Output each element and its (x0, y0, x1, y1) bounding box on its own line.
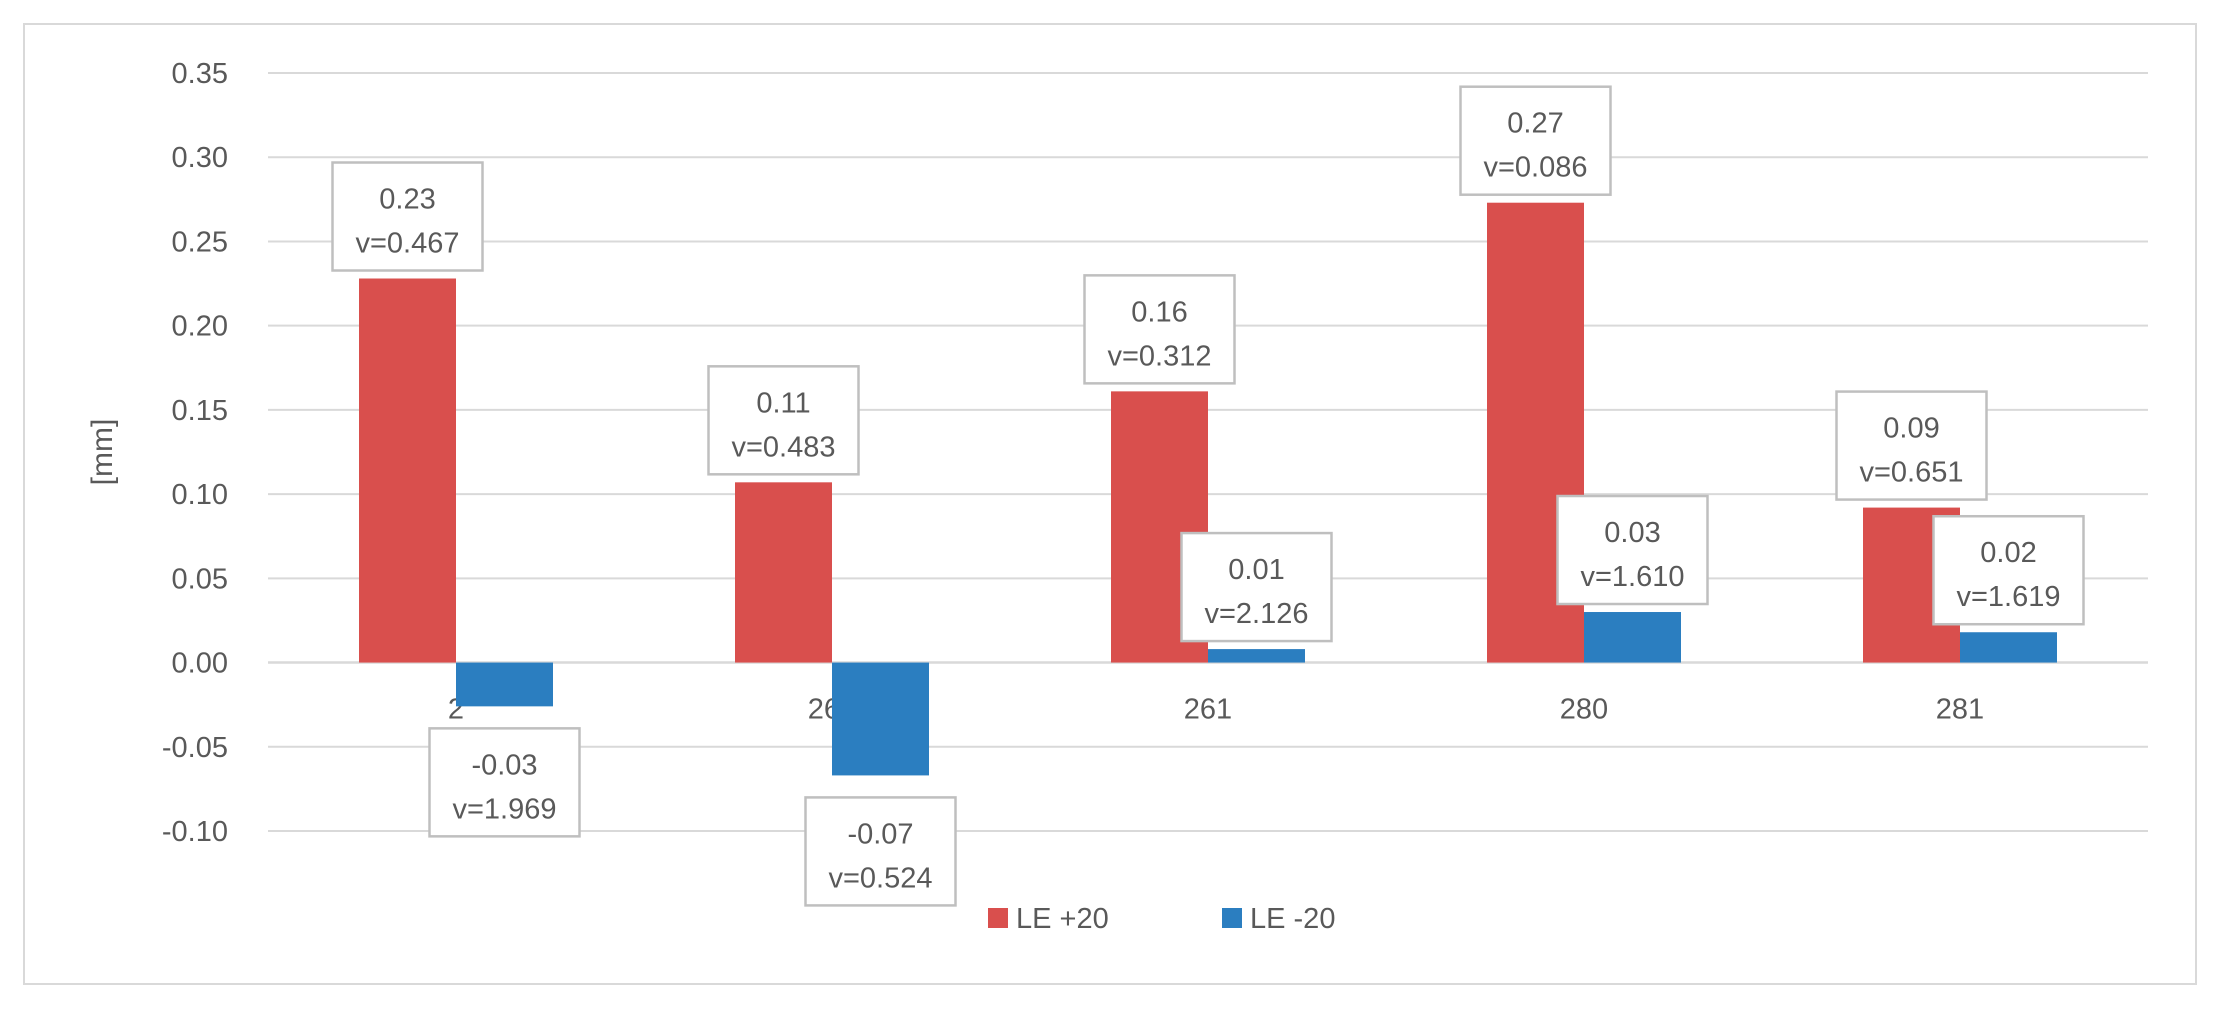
data-label-value: 0.09 (1883, 413, 1939, 445)
data-label-box (428, 727, 581, 838)
bar-le-minus-20 (1584, 612, 1681, 663)
y-tick-label: 0.25 (172, 226, 228, 258)
data-label-value: 0.11 (756, 387, 810, 419)
data-label-v: v=0.524 (828, 862, 932, 894)
y-tick-label: -0.05 (162, 732, 228, 764)
y-axis-title: [mm] (86, 419, 119, 486)
data-label-value: -0.07 (847, 818, 913, 850)
data-label-value: 0.02 (1980, 537, 2036, 569)
y-tick-label: 0.05 (172, 563, 228, 595)
y-tick-label: 0.30 (172, 142, 228, 174)
x-tick-label: 281 (1936, 694, 1984, 726)
data-label-value: -0.03 (471, 749, 537, 781)
legend-swatch-le-minus-20 (1222, 908, 1242, 928)
y-tick-label: 0.00 (172, 648, 228, 680)
data-label-box (1083, 274, 1236, 385)
data-label-box (331, 161, 484, 272)
data-label-box (1835, 390, 1988, 501)
legend-label: LE -20 (1250, 903, 1335, 935)
y-tick-label: 0.20 (172, 311, 228, 343)
y-tick-label: 0.15 (172, 395, 228, 427)
x-tick-label: 280 (1560, 694, 1608, 726)
data-label-box (1932, 514, 2085, 626)
bar-le-minus-20 (1960, 632, 2057, 663)
data-label-v: v=0.467 (355, 228, 459, 260)
data-label-box (804, 796, 957, 907)
y-tick-label: -0.10 (162, 816, 228, 848)
data-label-v: v=0.651 (1859, 457, 1963, 489)
legend-swatch-le-plus-20 (988, 908, 1008, 928)
data-label-v: v=2.126 (1204, 598, 1308, 630)
data-label-box (1459, 85, 1612, 196)
bar-le-plus-20 (735, 482, 832, 663)
x-tick-label: 261 (1184, 694, 1232, 726)
data-label-value: 0.01 (1228, 554, 1284, 586)
bar-le-plus-20 (359, 278, 456, 663)
data-label-box (1180, 531, 1333, 643)
y-tick-label: 0.10 (172, 479, 228, 511)
y-tick-label: 0.35 (172, 58, 228, 90)
data-label-value: 0.03 (1604, 517, 1660, 549)
data-label-box (707, 365, 860, 476)
data-label-v: v=0.086 (1483, 152, 1587, 184)
data-label-v: v=0.312 (1107, 340, 1211, 372)
data-label-box (1556, 494, 1709, 606)
data-label-v: v=1.619 (1956, 581, 2060, 613)
bar-le-minus-20 (832, 662, 929, 776)
data-label-value: 0.23 (379, 184, 435, 216)
bar-le-minus-20 (456, 662, 553, 707)
data-label-v: v=0.483 (731, 431, 835, 463)
data-label-value: 0.27 (1507, 108, 1563, 140)
data-label-v: v=1.969 (452, 793, 556, 825)
bar-le-minus-20 (1208, 649, 1305, 663)
data-label-value: 0.16 (1131, 296, 1187, 328)
data-label-v: v=1.610 (1580, 561, 1684, 593)
legend-label: LE +20 (1016, 903, 1109, 935)
